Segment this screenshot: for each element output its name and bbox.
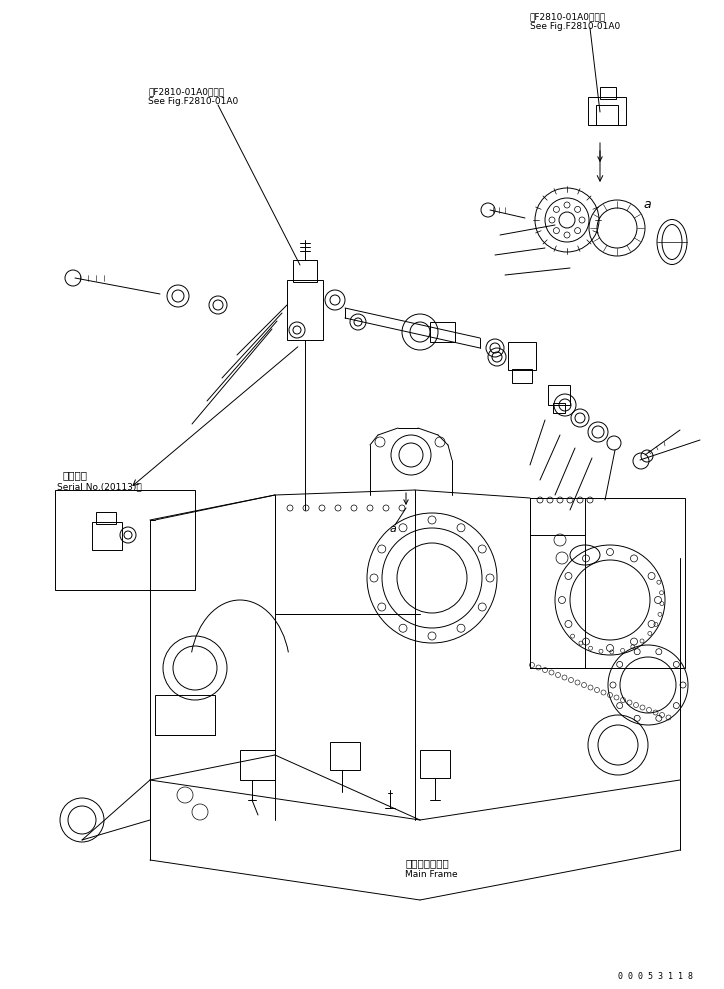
Text: 第F2810-01A0図参照: 第F2810-01A0図参照 bbox=[530, 12, 606, 21]
Bar bbox=[600, 87, 616, 99]
Text: メインフレーム: メインフレーム bbox=[405, 858, 449, 868]
Text: a: a bbox=[643, 198, 651, 211]
Bar bbox=[530, 498, 685, 668]
Text: a: a bbox=[390, 524, 397, 534]
Bar bbox=[240, 750, 275, 780]
Text: See Fig.F2810-01A0: See Fig.F2810-01A0 bbox=[148, 97, 238, 106]
Bar bbox=[55, 490, 195, 590]
Bar bbox=[420, 750, 450, 778]
Text: Main Frame: Main Frame bbox=[405, 870, 458, 879]
Bar bbox=[508, 342, 536, 370]
Bar bbox=[553, 403, 565, 413]
Bar bbox=[330, 742, 360, 770]
Bar bbox=[588, 97, 626, 125]
Bar bbox=[596, 105, 618, 125]
Bar bbox=[96, 512, 116, 524]
Text: See Fig.F2810-01A0: See Fig.F2810-01A0 bbox=[530, 22, 620, 31]
Bar bbox=[287, 280, 323, 340]
Text: 0 0 0 5 3 1 1 8: 0 0 0 5 3 1 1 8 bbox=[618, 972, 693, 981]
Text: 適用号機: 適用号機 bbox=[62, 470, 87, 480]
Text: 第F2810-01A0図参照: 第F2810-01A0図参照 bbox=[148, 87, 224, 96]
Bar bbox=[512, 369, 532, 383]
Bar bbox=[430, 322, 455, 342]
Bar bbox=[155, 695, 215, 735]
Bar bbox=[548, 385, 570, 405]
Bar bbox=[92, 522, 122, 550]
Text: Serial No.(20113)～: Serial No.(20113)～ bbox=[57, 482, 142, 491]
Bar bbox=[293, 260, 317, 282]
